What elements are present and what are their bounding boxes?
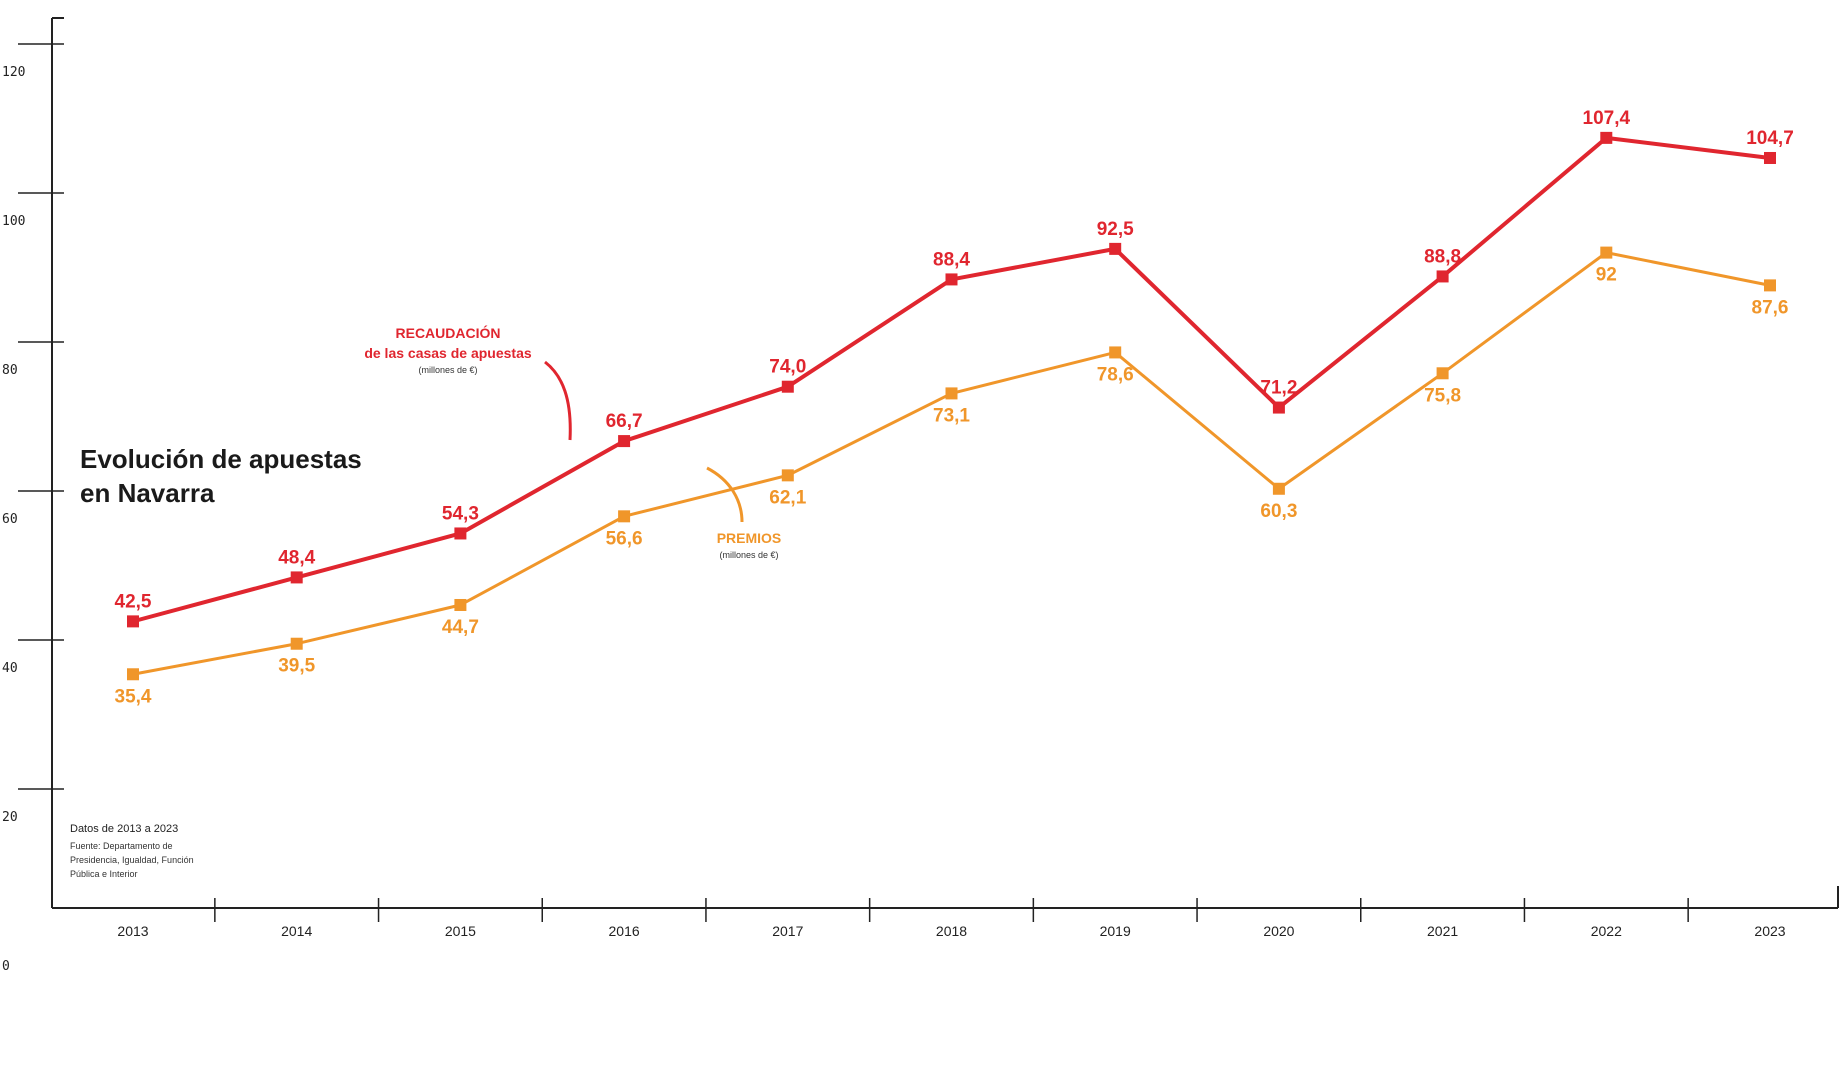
series-annotation-recaudacion: RECAUDACIÓN de las casas de apuestas (mi… xyxy=(364,324,572,441)
y-axis-ticks: 0 20 40 60 80 100 120 xyxy=(2,43,64,974)
recaudacion-unit: (millones de €) xyxy=(418,365,477,375)
series-annotation-premios: PREMIOS (millones de €) xyxy=(706,466,782,560)
data-label: 60,3 xyxy=(1260,501,1297,522)
data-point xyxy=(1109,242,1122,255)
data-point xyxy=(945,387,958,400)
x-tick-label: 2016 xyxy=(609,923,640,939)
data-point xyxy=(618,510,631,523)
x-tick-label: 2023 xyxy=(1754,923,1785,939)
data-label: 73,1 xyxy=(933,405,970,426)
data-label: 92,5 xyxy=(1097,219,1134,240)
data-label: 48,4 xyxy=(278,547,315,568)
series-line xyxy=(132,251,1771,676)
y-tick-label: 120 xyxy=(2,65,25,80)
axes xyxy=(51,17,1839,909)
x-tick-label: 2019 xyxy=(1100,923,1131,939)
chart-title: Evolución de apuestas en Navarra xyxy=(80,444,362,508)
data-label: 78,6 xyxy=(1097,364,1134,385)
data-label: 54,3 xyxy=(442,503,479,524)
recaudacion-leader-line xyxy=(544,360,572,441)
data-point xyxy=(290,637,303,650)
series-line xyxy=(132,135,1771,624)
source-line-1: Fuente: Departamento de xyxy=(70,841,173,851)
x-tick-label: 2018 xyxy=(936,923,967,939)
data-label: 44,7 xyxy=(442,617,479,638)
x-tick-label: 2017 xyxy=(772,923,803,939)
data-label: 104,7 xyxy=(1746,128,1794,149)
data-label: 56,6 xyxy=(606,528,643,549)
chart-title-line-2: en Navarra xyxy=(80,478,215,508)
series-layer: 42,5 48,4 54,3 66,7 74,0 88,4 92,5 71,2 88,8 107,… xyxy=(115,108,1794,707)
source-title: Datos de 2013 a 2023 xyxy=(70,823,178,835)
data-point xyxy=(1272,482,1285,495)
source-line-3: Pública e Interior xyxy=(70,869,138,879)
y-tick-label: 0 xyxy=(2,959,10,974)
data-point xyxy=(1109,346,1122,359)
y-tick-label: 40 xyxy=(2,661,18,676)
data-point xyxy=(1272,401,1285,414)
x-tick-label: 2014 xyxy=(281,923,312,939)
recaudacion-label-line-2: de las casas de apuestas xyxy=(364,345,532,361)
chart-title-line-1: Evolución de apuestas xyxy=(80,444,362,474)
recaudacion-label-line-1: RECAUDACIÓN xyxy=(396,324,501,341)
series-recaudacion: 42,5 48,4 54,3 66,7 74,0 88,4 92,5 71,2 88,8 107,… xyxy=(115,108,1794,628)
y-tick-label: 20 xyxy=(2,810,18,825)
data-label: 66,7 xyxy=(606,411,643,432)
data-point xyxy=(781,380,794,393)
x-axis-ticks: 2013 2014 2015 2016 2017 2018 2019 2020 2021 2022… xyxy=(117,898,1786,939)
x-tick-label: 2013 xyxy=(117,923,148,939)
x-tick-label: 2020 xyxy=(1263,923,1294,939)
data-point xyxy=(618,435,631,448)
premios-leader-line xyxy=(706,466,744,523)
data-point xyxy=(1436,270,1449,283)
data-point xyxy=(290,571,303,584)
data-label: 74,0 xyxy=(769,357,806,378)
data-point xyxy=(781,469,794,482)
data-point xyxy=(1764,151,1776,164)
data-label: 88,4 xyxy=(933,249,970,270)
series-premios: 35,4 39,5 44,7 56,6 62,1 73,1 78,6 60,3 75,8 92 87… xyxy=(115,246,1789,707)
data-point xyxy=(454,527,467,540)
source-note: Datos de 2013 a 2023 Fuente: Departament… xyxy=(70,823,194,879)
data-label: 87,6 xyxy=(1752,297,1789,318)
data-label: 88,8 xyxy=(1424,246,1461,267)
y-tick-label: 60 xyxy=(2,512,18,527)
data-point xyxy=(454,598,467,611)
data-label: 107,4 xyxy=(1583,108,1631,129)
data-label: 71,2 xyxy=(1260,378,1297,399)
data-point xyxy=(1600,131,1613,144)
x-tick-label: 2022 xyxy=(1591,923,1622,939)
data-point xyxy=(1764,279,1776,292)
premios-label: PREMIOS xyxy=(717,530,782,546)
data-label: 75,8 xyxy=(1424,385,1461,406)
y-tick-label: 80 xyxy=(2,363,18,378)
data-point xyxy=(1436,367,1449,380)
data-point xyxy=(945,273,958,286)
data-label: 35,4 xyxy=(115,686,152,707)
data-label: 92 xyxy=(1596,265,1617,286)
data-point xyxy=(127,668,139,681)
data-point xyxy=(1600,246,1613,259)
data-label: 62,1 xyxy=(769,487,806,508)
x-tick-label: 2021 xyxy=(1427,923,1458,939)
data-point xyxy=(127,615,139,628)
x-tick-label: 2015 xyxy=(445,923,476,939)
data-label: 42,5 xyxy=(115,591,152,612)
premios-unit: (millones de €) xyxy=(719,550,778,560)
data-label: 39,5 xyxy=(278,656,315,677)
source-line-2: Presidencia, Igualdad, Función xyxy=(70,855,194,865)
y-tick-label: 100 xyxy=(2,214,25,229)
